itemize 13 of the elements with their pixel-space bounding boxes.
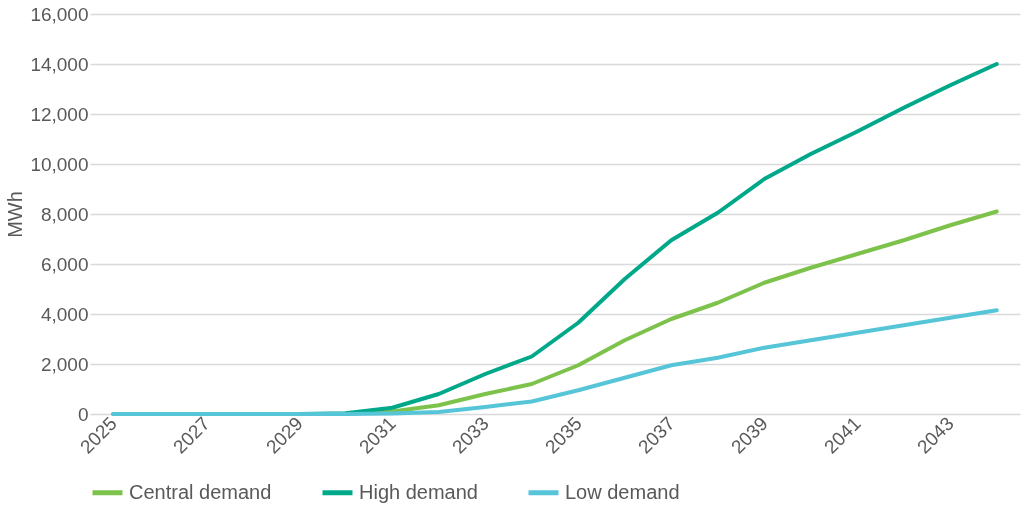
- line-series: [111, 308, 999, 416]
- y-tick-label: 16,000: [30, 3, 89, 25]
- y-tick-label: 10,000: [30, 153, 89, 175]
- y-tick-label: 14,000: [30, 53, 89, 75]
- y-tick-label: 8,000: [40, 203, 89, 225]
- y-axis-title: MWh: [4, 191, 27, 238]
- legend-label: High demand: [359, 480, 478, 503]
- y-tick-label: 2,000: [40, 353, 89, 375]
- legend-label: Central demand: [129, 480, 272, 503]
- y-tick-label: 4,000: [40, 303, 89, 325]
- y-tick-label: 12,000: [30, 103, 89, 125]
- y-tick-label: 6,000: [40, 253, 89, 275]
- legend-label: Low demand: [565, 480, 680, 503]
